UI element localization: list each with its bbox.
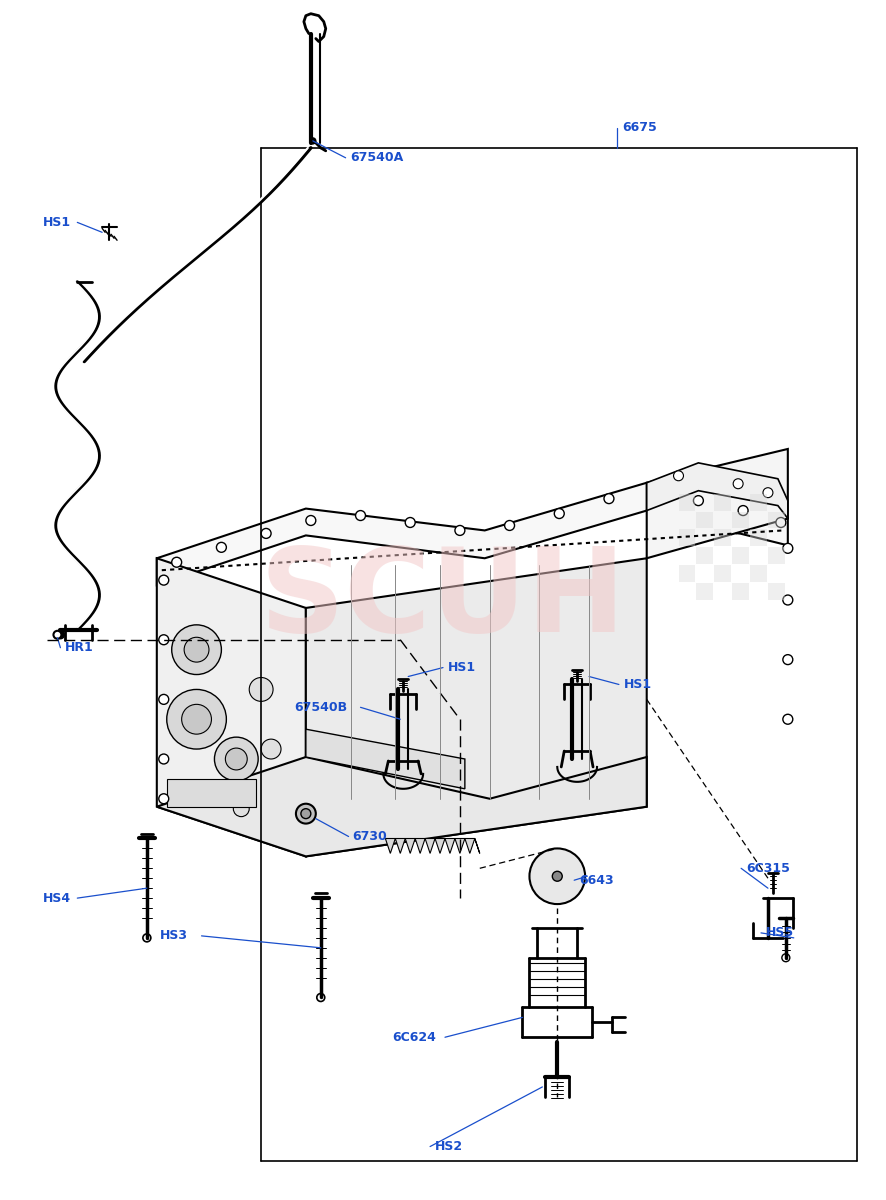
Circle shape	[57, 631, 65, 638]
Text: HS1: HS1	[43, 216, 71, 229]
Bar	[714, 493, 731, 510]
Circle shape	[159, 695, 168, 704]
Circle shape	[167, 690, 226, 749]
Bar	[732, 583, 749, 600]
Circle shape	[694, 496, 703, 505]
Text: 6C624: 6C624	[392, 1031, 436, 1044]
Circle shape	[261, 528, 271, 539]
Polygon shape	[306, 558, 647, 857]
Circle shape	[261, 739, 281, 758]
Polygon shape	[157, 558, 306, 857]
Circle shape	[172, 625, 222, 674]
Bar	[679, 529, 696, 546]
Bar	[679, 565, 696, 582]
Text: HS3: HS3	[159, 929, 188, 942]
Circle shape	[310, 138, 315, 144]
Bar	[768, 511, 785, 528]
Bar	[714, 529, 731, 546]
Circle shape	[738, 505, 748, 516]
Circle shape	[552, 871, 563, 881]
Circle shape	[216, 542, 226, 552]
Circle shape	[783, 544, 793, 553]
Bar	[750, 529, 767, 546]
Polygon shape	[306, 730, 465, 788]
Bar	[732, 511, 749, 528]
Circle shape	[172, 557, 182, 568]
Circle shape	[776, 517, 786, 528]
Polygon shape	[157, 757, 647, 857]
Circle shape	[296, 804, 315, 823]
Polygon shape	[167, 779, 256, 806]
Text: 6643: 6643	[579, 874, 614, 887]
Text: HS2: HS2	[435, 1140, 463, 1153]
Circle shape	[159, 793, 168, 804]
Circle shape	[505, 521, 515, 530]
Circle shape	[783, 655, 793, 665]
Bar	[696, 547, 713, 564]
Bar	[768, 547, 785, 564]
Circle shape	[233, 800, 249, 817]
Bar	[750, 493, 767, 510]
Circle shape	[184, 637, 209, 662]
Circle shape	[530, 848, 585, 904]
Circle shape	[143, 934, 151, 942]
Circle shape	[159, 575, 168, 586]
Circle shape	[306, 516, 315, 526]
Text: HR1: HR1	[65, 641, 93, 654]
Circle shape	[355, 510, 366, 521]
Bar	[696, 511, 713, 528]
Circle shape	[783, 714, 793, 725]
Circle shape	[555, 509, 564, 518]
Text: 6675: 6675	[622, 121, 657, 134]
Text: 67540B: 67540B	[294, 701, 347, 714]
Circle shape	[182, 704, 212, 734]
Circle shape	[455, 526, 465, 535]
Circle shape	[734, 479, 743, 488]
Text: HS4: HS4	[43, 892, 71, 905]
Circle shape	[214, 737, 258, 781]
Circle shape	[397, 716, 403, 722]
Text: HS1: HS1	[624, 678, 652, 691]
Bar	[714, 565, 731, 582]
Circle shape	[53, 631, 61, 638]
Circle shape	[649, 486, 658, 496]
Text: 6730: 6730	[353, 830, 387, 844]
Circle shape	[781, 954, 789, 961]
Circle shape	[159, 635, 168, 644]
Circle shape	[405, 517, 416, 528]
Circle shape	[783, 595, 793, 605]
Bar	[679, 493, 696, 510]
Text: SCUH: SCUH	[260, 542, 626, 658]
Polygon shape	[385, 839, 479, 853]
Bar	[750, 565, 767, 582]
Circle shape	[249, 678, 273, 701]
Circle shape	[159, 754, 168, 764]
Circle shape	[225, 748, 247, 770]
Circle shape	[604, 493, 614, 504]
Text: HS1: HS1	[448, 661, 476, 674]
Bar	[768, 583, 785, 600]
Polygon shape	[647, 463, 788, 518]
Text: HS5: HS5	[766, 926, 794, 940]
Polygon shape	[647, 449, 788, 558]
Circle shape	[763, 487, 773, 498]
Circle shape	[317, 994, 325, 1002]
Text: 6C315: 6C315	[746, 862, 790, 875]
Circle shape	[673, 470, 683, 481]
Bar	[696, 583, 713, 600]
Polygon shape	[157, 482, 788, 586]
Text: 67540A: 67540A	[351, 151, 404, 164]
Bar	[732, 547, 749, 564]
Circle shape	[301, 809, 311, 818]
